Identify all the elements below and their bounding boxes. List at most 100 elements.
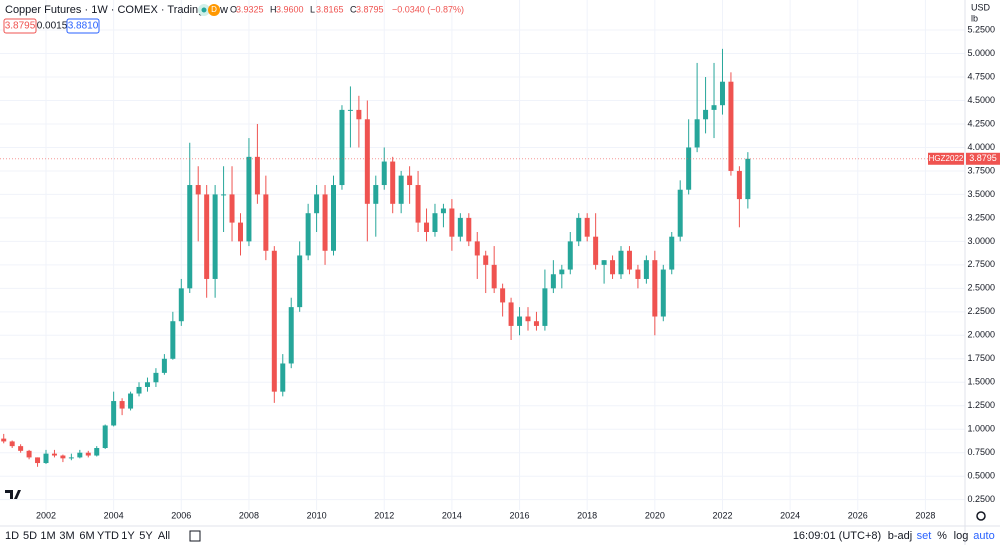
candle-body: [474, 241, 480, 256]
y-tick-label: 4.7500: [967, 71, 995, 81]
ohlc-key: C: [350, 4, 357, 14]
spread: 0.0015: [37, 21, 68, 32]
y-tick-label: 3.0000: [967, 236, 995, 246]
candle-body: [144, 382, 150, 387]
candle-body: [559, 269, 565, 275]
candle-body: [212, 194, 218, 279]
currency[interactable]: USD: [971, 2, 991, 12]
x-tick-label: 2022: [712, 510, 732, 520]
title: Copper Futures · 1W · COMEX · TradingVie…: [5, 4, 228, 16]
y-tick-label: 4.5000: [967, 95, 995, 105]
candle-body: [322, 194, 328, 251]
ohlc-key: L: [310, 4, 315, 14]
candle-body: [77, 452, 83, 458]
calendar-icon[interactable]: [189, 530, 201, 542]
candle-body: [407, 175, 413, 186]
candle-body: [677, 189, 683, 237]
candle-body: [9, 441, 15, 447]
settings-icon[interactable]: [976, 511, 986, 521]
candle-body: [584, 217, 590, 237]
candle-body: [18, 446, 24, 451]
option-button[interactable]: auto: [973, 530, 994, 542]
candle-body: [153, 372, 159, 383]
candle-body: [331, 185, 337, 251]
range-button[interactable]: 5D: [23, 530, 37, 542]
candle-body: [94, 448, 100, 456]
candle-body: [736, 170, 742, 200]
y-tick-label: 1.7500: [967, 353, 995, 363]
range-button[interactable]: 5Y: [139, 530, 153, 542]
y-tick-label: 5.0000: [967, 48, 995, 58]
candle-body: [35, 457, 41, 464]
symbol-tag: [928, 152, 964, 165]
candle-body: [525, 316, 531, 322]
candle-body: [178, 288, 184, 322]
y-tick-label: 0.5000: [967, 471, 995, 481]
candle-body: [660, 269, 666, 317]
candle-body: [542, 288, 548, 326]
candle-body: [500, 288, 506, 303]
price-tag-label: 3.8795: [969, 153, 997, 163]
ask-box[interactable]: [66, 18, 100, 34]
x-tick-label: 2016: [510, 510, 530, 520]
candle-body: [703, 109, 709, 120]
candle-body: [26, 450, 32, 458]
x-tick-label: 2006: [171, 510, 191, 520]
range-button[interactable]: YTD: [97, 530, 119, 542]
candle-body: [652, 260, 658, 317]
bid-box[interactable]: [3, 18, 37, 34]
x-tick-label: 2018: [577, 510, 597, 520]
candle-body: [432, 213, 438, 232]
candle-body: [635, 269, 641, 279]
candle-body: [669, 236, 675, 270]
candle-body: [466, 217, 472, 242]
range-button[interactable]: 1D: [5, 530, 19, 542]
candle-body: [567, 241, 573, 270]
candle-body: [533, 321, 539, 326]
range-button[interactable]: 3M: [59, 530, 74, 542]
range-button[interactable]: 1Y: [121, 530, 135, 542]
candle-body: [601, 260, 607, 265]
candle-body: [424, 222, 430, 232]
candle-body: [356, 109, 362, 120]
y-tick-label: 0.2500: [967, 494, 995, 504]
range-button[interactable]: All: [158, 530, 170, 542]
candle-body: [60, 455, 66, 459]
candle-body: [593, 236, 599, 265]
badge-label: D: [211, 5, 217, 14]
candle-body: [347, 109, 353, 111]
candle-body: [119, 401, 125, 409]
candle-body: [280, 363, 286, 392]
y-tick-label: 4.2500: [967, 118, 995, 128]
candle-body: [440, 208, 446, 214]
option-button[interactable]: set: [917, 530, 932, 542]
option-button[interactable]: %: [937, 530, 947, 542]
candle-body: [550, 274, 556, 289]
candle-body: [288, 307, 294, 364]
range-button[interactable]: 1M: [40, 530, 55, 542]
y-tick-label: 2.0000: [967, 330, 995, 340]
candle-body: [305, 213, 311, 256]
candle-body: [221, 194, 227, 196]
option-button[interactable]: log: [954, 530, 969, 542]
candle-body: [686, 147, 692, 190]
candle-body: [415, 185, 421, 223]
y-tick-label: 1.5000: [967, 377, 995, 387]
x-tick-label: 2008: [239, 510, 259, 520]
y-tick-label: 1.0000: [967, 424, 995, 434]
y-tick-label: 3.7500: [967, 165, 995, 175]
range-button[interactable]: 6M: [79, 530, 94, 542]
unit[interactable]: lb: [971, 13, 978, 23]
ohlc-value: 3.9600: [276, 4, 304, 14]
option-button[interactable]: b-adj: [888, 530, 912, 542]
candle-body: [576, 217, 582, 242]
candle-body: [398, 175, 404, 204]
candle-body: [128, 393, 134, 409]
candle-body: [373, 185, 379, 204]
candle-body: [508, 302, 514, 326]
candle-body: [618, 250, 624, 275]
y-tick-label: 2.5000: [967, 283, 995, 293]
candle-body: [626, 250, 632, 270]
